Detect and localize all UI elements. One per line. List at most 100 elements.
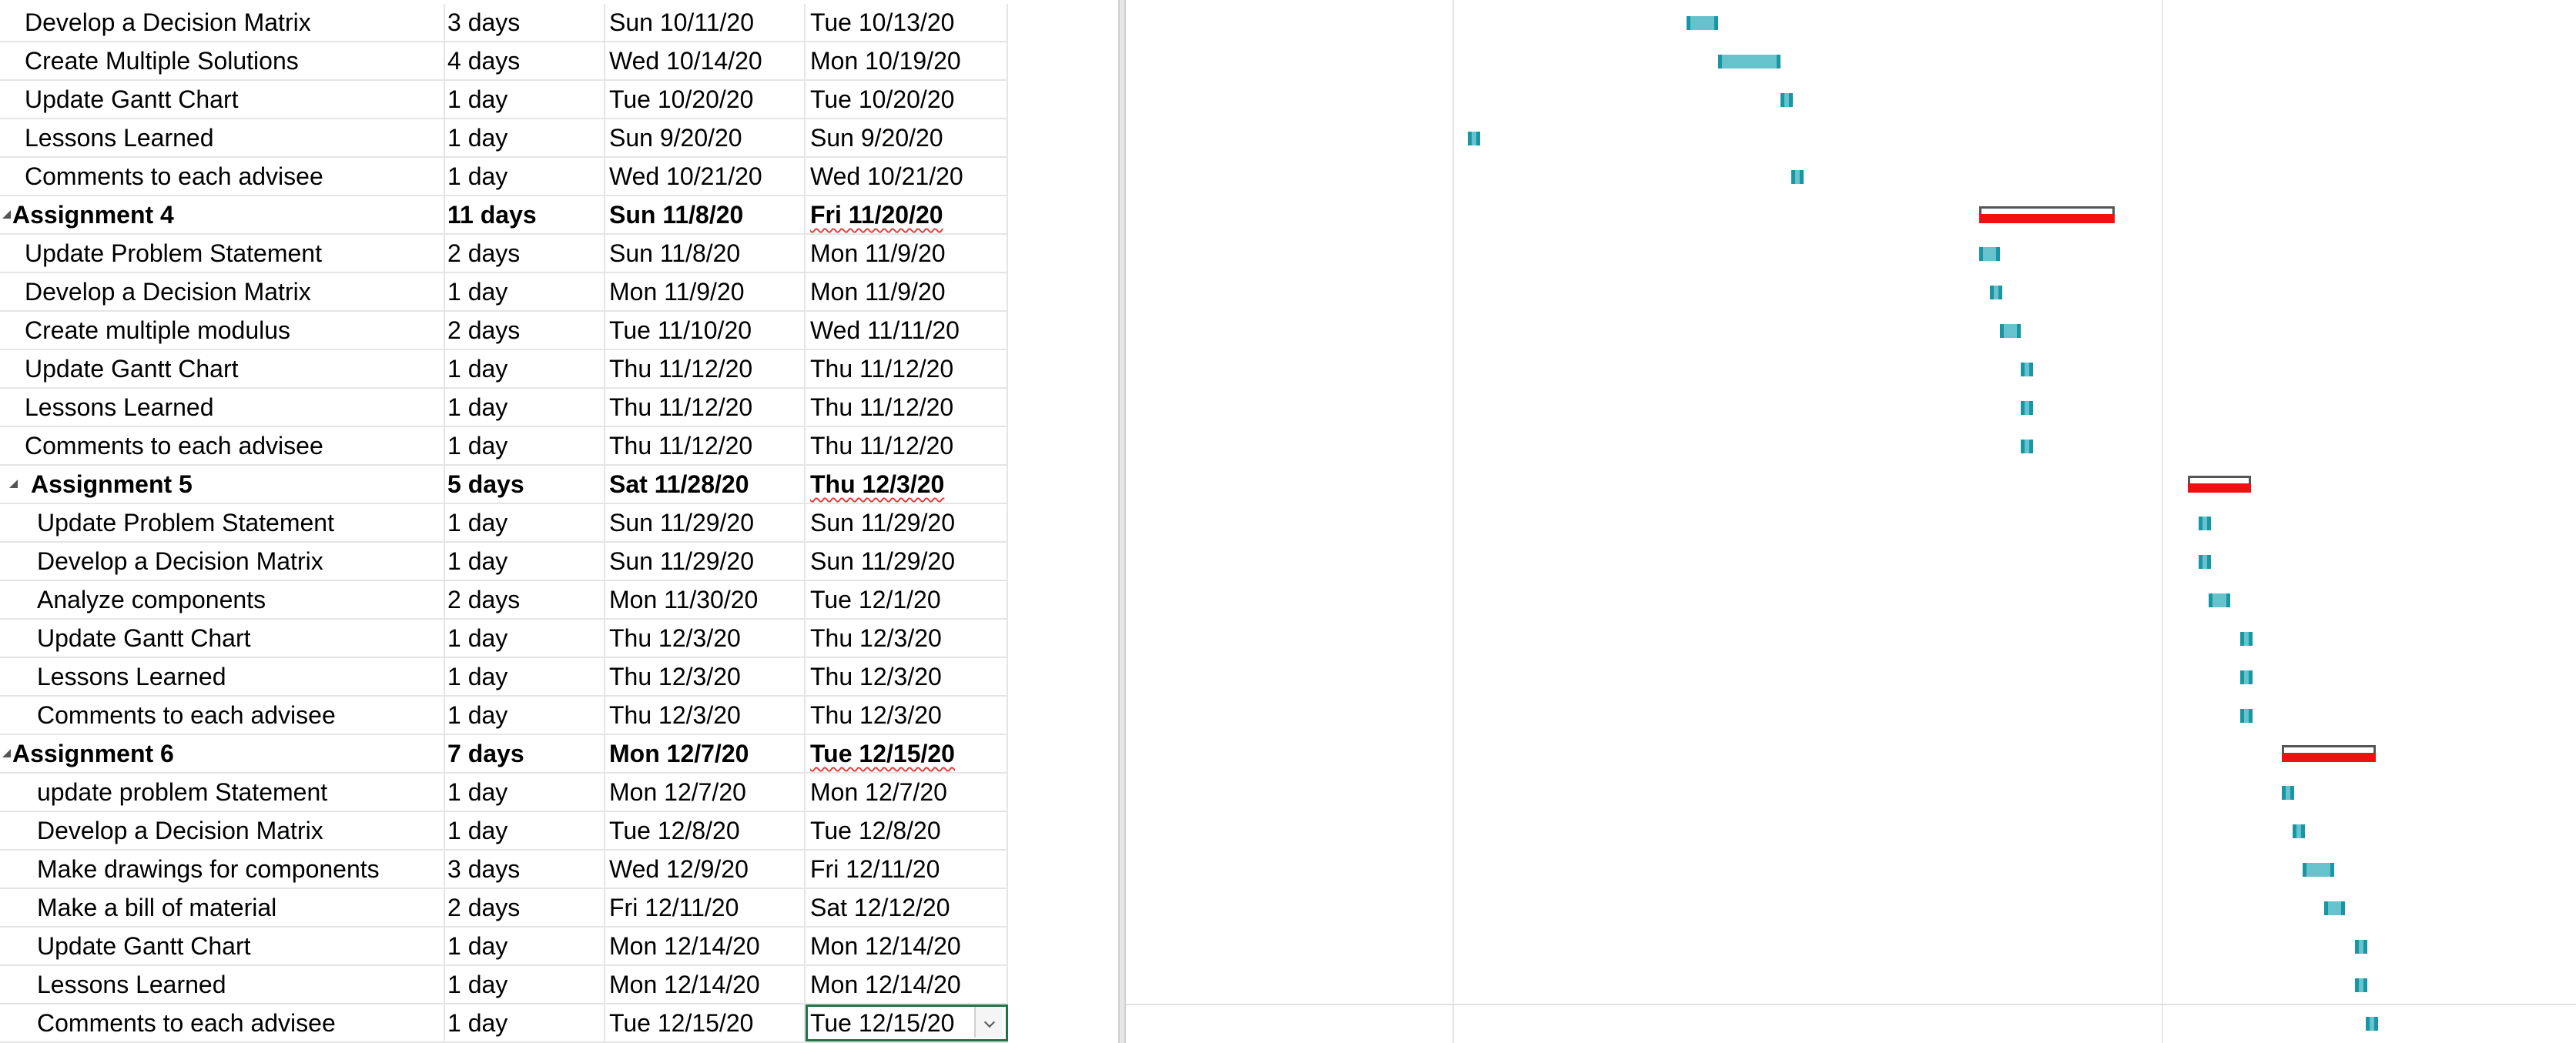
- task-name-cell[interactable]: Update Problem Statement: [0, 235, 445, 272]
- task-row[interactable]: Develop a Decision Matrix 1 day Sun 11/29/…: [0, 543, 1008, 581]
- start-date-cell[interactable]: Fri 12/11/20: [605, 889, 806, 926]
- task-name-cell[interactable]: Assignment 4: [0, 196, 445, 233]
- task-bar[interactable]: [2355, 978, 2368, 992]
- duration-cell[interactable]: 1 day: [444, 504, 605, 541]
- task-name-cell[interactable]: update problem Statement: [0, 774, 445, 811]
- finish-date-cell[interactable]: Fri 11/20/20: [806, 196, 1008, 233]
- finish-date-cell[interactable]: Tue 10/13/20: [806, 4, 1008, 41]
- duration-cell[interactable]: 1 day: [444, 1005, 605, 1041]
- task-bar[interactable]: [2000, 324, 2022, 338]
- start-date-cell[interactable]: Mon 11/9/20: [605, 273, 806, 310]
- task-row[interactable]: Create multiple modulus 2 days Tue 11/10/2…: [0, 312, 1008, 350]
- start-date-cell[interactable]: Mon 12/7/20: [605, 774, 806, 811]
- task-name-cell[interactable]: Create multiple modulus: [0, 312, 445, 349]
- task-row[interactable]: update problem Statement 1 day Mon 12/7/20…: [0, 774, 1008, 812]
- summary-task-row[interactable]: Assignment 6 7 days Mon 12/7/20 Tue 12/15/2…: [0, 735, 1008, 774]
- summary-bar[interactable]: [2282, 745, 2377, 762]
- start-date-cell[interactable]: Sun 11/8/20: [605, 196, 806, 233]
- collapse-triangle-icon[interactable]: [9, 480, 18, 488]
- task-name-cell[interactable]: Update Gantt Chart: [0, 81, 445, 118]
- task-name-cell[interactable]: Update Gantt Chart: [0, 928, 445, 964]
- duration-cell[interactable]: 1 day: [444, 389, 605, 426]
- task-name-cell[interactable]: Analyze components: [0, 581, 445, 618]
- summary-task-row[interactable]: Assignment 4 11 days Sun 11/8/20 Fri 11/20/…: [0, 196, 1008, 235]
- duration-cell[interactable]: 1 day: [444, 697, 605, 734]
- task-name-cell[interactable]: Make drawings for components: [0, 851, 445, 888]
- finish-date-cell[interactable]: Tue 10/20/20: [806, 81, 1008, 118]
- duration-cell[interactable]: 1 day: [444, 273, 605, 310]
- finish-date-cell[interactable]: Mon 11/9/20: [806, 235, 1008, 272]
- task-row[interactable]: Comments to each advisee 1 day Wed 10/21/2…: [0, 158, 1008, 196]
- task-name-cell[interactable]: Lessons Learned: [0, 119, 445, 156]
- task-name-cell[interactable]: Develop a Decision Matrix: [0, 4, 445, 41]
- start-date-cell[interactable]: Wed 10/14/20: [605, 42, 806, 79]
- task-name-cell[interactable]: Comments to each advisee: [0, 697, 445, 734]
- task-row[interactable]: Update Gantt Chart 1 day Thu 11/12/20 Thu 1…: [0, 350, 1008, 389]
- task-bar[interactable]: [2282, 786, 2295, 800]
- finish-date-cell[interactable]: Mon 12/14/20: [806, 928, 1008, 964]
- finish-date-cell[interactable]: Tue 12/15/20: [806, 735, 1008, 772]
- finish-date-cell[interactable]: Tue 12/1/20: [806, 581, 1008, 618]
- collapse-triangle-icon[interactable]: [2, 749, 11, 757]
- start-date-cell[interactable]: Thu 12/3/20: [605, 620, 806, 657]
- task-row[interactable]: Comments to each advisee 1 day Thu 11/12/2…: [0, 427, 1008, 466]
- task-bar[interactable]: [1989, 286, 2002, 299]
- finish-date-cell[interactable]: Thu 12/3/20: [806, 658, 1008, 695]
- task-name-cell[interactable]: Assignment 5: [0, 466, 445, 503]
- task-row[interactable]: Update Gantt Chart 1 day Thu 12/3/20 Thu 12…: [0, 620, 1008, 658]
- duration-cell[interactable]: 2 days: [444, 889, 605, 926]
- task-name-cell[interactable]: Develop a Decision Matrix: [0, 273, 445, 310]
- task-name-cell[interactable]: Lessons Learned: [0, 658, 445, 695]
- finish-date-cell[interactable]: Fri 12/11/20: [806, 851, 1008, 888]
- finish-date-cell[interactable]: Thu 12/3/20: [806, 620, 1008, 657]
- task-bar[interactable]: [1718, 55, 1781, 69]
- duration-cell[interactable]: 1 day: [444, 774, 605, 811]
- task-row[interactable]: Lessons Learned 1 day Mon 12/14/20 Mon 12/1…: [0, 966, 1008, 1005]
- duration-cell[interactable]: 2 days: [444, 312, 605, 349]
- duration-cell[interactable]: 2 days: [444, 235, 605, 272]
- task-bar[interactable]: [1791, 170, 1804, 184]
- task-name-cell[interactable]: Update Problem Statement: [0, 504, 445, 541]
- task-row[interactable]: Develop a Decision Matrix 3 days Sun 10/11…: [0, 4, 1008, 42]
- task-row[interactable]: Lessons Learned 1 day Thu 12/3/20 Thu 12/3/…: [0, 658, 1008, 697]
- summary-bar[interactable]: [2188, 476, 2251, 493]
- start-date-cell[interactable]: Sun 10/11/20: [605, 4, 806, 41]
- task-bar[interactable]: [1979, 247, 2001, 261]
- start-date-cell[interactable]: Mon 12/7/20: [605, 735, 806, 772]
- start-date-cell[interactable]: Thu 11/12/20: [605, 389, 806, 426]
- task-row[interactable]: Update Problem Statement 1 day Sun 11/29/2…: [0, 504, 1008, 543]
- start-date-cell[interactable]: Mon 12/14/20: [605, 966, 806, 1003]
- duration-cell[interactable]: 1 day: [444, 427, 605, 464]
- task-row[interactable]: Comments to each advisee 1 day Tue 12/15/2…: [0, 1005, 1008, 1043]
- task-row[interactable]: Create Multiple Solutions 4 days Wed 10/14…: [0, 42, 1008, 81]
- task-row[interactable]: Update Gantt Chart 1 day Mon 12/14/20 Mon 1…: [0, 928, 1008, 966]
- task-bar[interactable]: [2021, 363, 2034, 376]
- duration-cell[interactable]: 3 days: [444, 4, 605, 41]
- task-row[interactable]: Make a bill of material 2 days Fri 12/11/2…: [0, 889, 1008, 928]
- finish-date-cell[interactable]: Sat 12/12/20: [806, 889, 1008, 926]
- duration-cell[interactable]: 1 day: [444, 543, 605, 580]
- task-bar[interactable]: [2240, 670, 2253, 684]
- task-bar[interactable]: [2240, 709, 2253, 723]
- task-bar[interactable]: [1687, 16, 1719, 30]
- start-date-cell[interactable]: Tue 10/20/20: [605, 81, 806, 118]
- duration-cell[interactable]: 1 day: [444, 158, 605, 195]
- finish-date-cell[interactable]: Sun 9/20/20: [806, 119, 1008, 156]
- task-name-cell[interactable]: Comments to each advisee: [0, 1005, 445, 1041]
- start-date-cell[interactable]: Wed 10/21/20: [605, 158, 806, 195]
- task-name-cell[interactable]: Assignment 6: [0, 735, 445, 772]
- finish-date-cell[interactable]: Thu 12/3/20: [806, 466, 1008, 503]
- task-row[interactable]: Develop a Decision Matrix 1 day Tue 12/8/2…: [0, 812, 1008, 851]
- start-date-cell[interactable]: Thu 11/12/20: [605, 427, 806, 464]
- duration-cell[interactable]: 1 day: [444, 928, 605, 964]
- duration-cell[interactable]: 3 days: [444, 851, 605, 888]
- task-name-cell[interactable]: Create Multiple Solutions: [0, 42, 445, 79]
- task-name-cell[interactable]: Update Gantt Chart: [0, 620, 445, 657]
- pane-splitter[interactable]: [1118, 0, 1126, 1043]
- finish-date-cell[interactable]: Mon 11/9/20: [806, 273, 1008, 310]
- task-bar[interactable]: [2021, 401, 2034, 415]
- task-name-cell[interactable]: Comments to each advisee: [0, 158, 445, 195]
- duration-cell[interactable]: 1 day: [444, 350, 605, 387]
- task-bar[interactable]: [2355, 940, 2368, 954]
- start-date-cell[interactable]: Mon 12/14/20: [605, 928, 806, 964]
